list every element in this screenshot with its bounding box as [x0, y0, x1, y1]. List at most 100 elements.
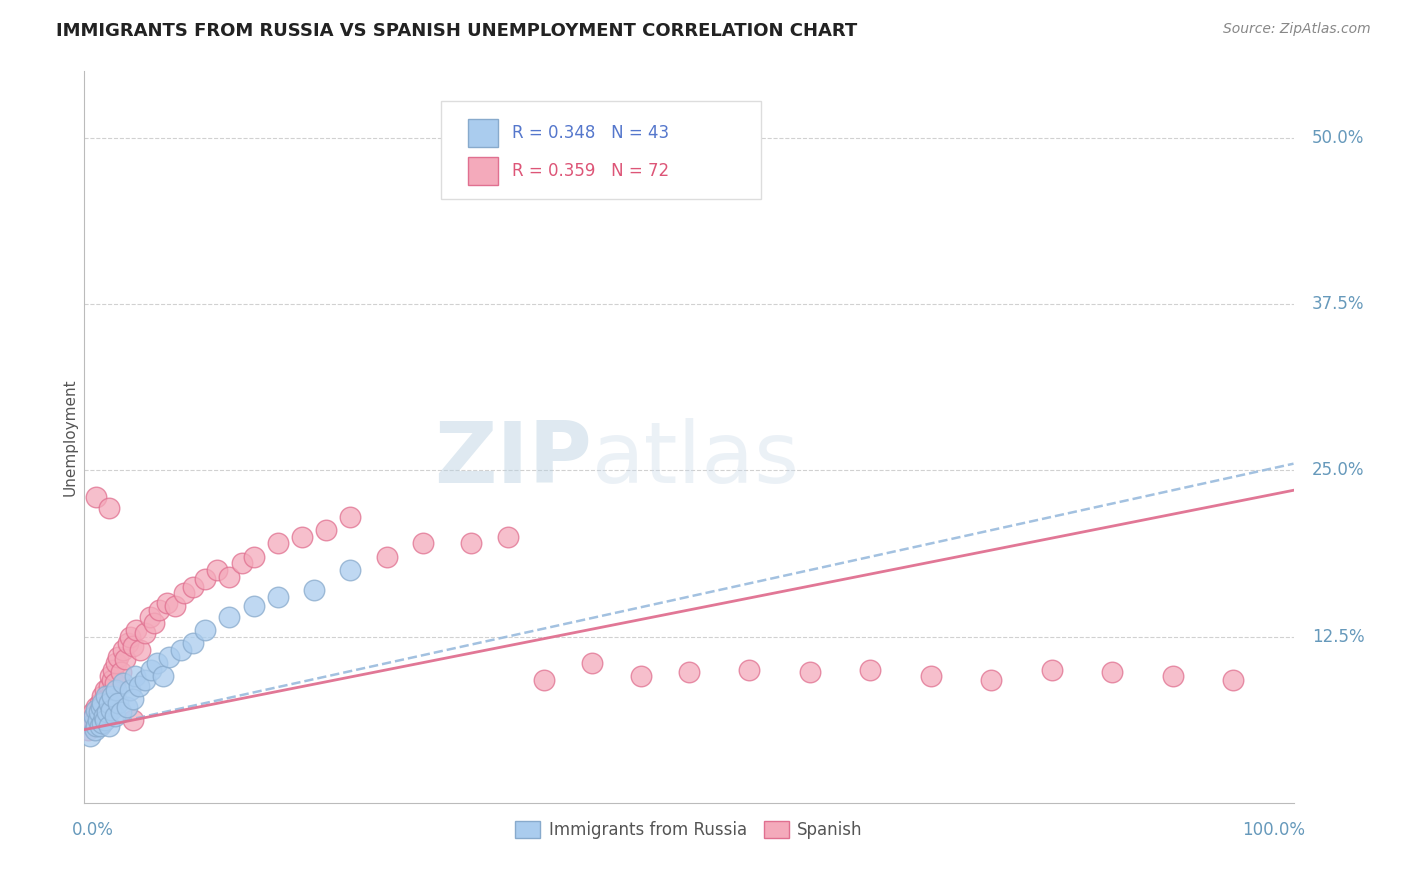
Text: 100.0%: 100.0%	[1243, 821, 1306, 839]
Point	[121, 714, 143, 728]
Point	[920, 669, 942, 683]
Point	[86, 714, 108, 728]
Point	[86, 719, 108, 733]
Point	[107, 649, 129, 664]
Point	[181, 636, 204, 650]
Point	[87, 706, 110, 720]
Point	[291, 530, 314, 544]
Point	[143, 616, 166, 631]
Point	[97, 696, 120, 710]
Point	[1161, 669, 1184, 683]
Point	[231, 557, 253, 571]
Text: 37.5%: 37.5%	[1312, 295, 1364, 313]
Text: atlas: atlas	[592, 417, 800, 500]
Point	[79, 729, 101, 743]
Bar	[468, 120, 498, 147]
Point	[115, 700, 138, 714]
Bar	[468, 157, 498, 185]
Point	[120, 682, 142, 697]
Point	[678, 665, 700, 680]
FancyBboxPatch shape	[441, 101, 762, 200]
Point	[96, 706, 118, 720]
Point	[80, 719, 103, 733]
Point	[124, 669, 146, 683]
Point	[94, 692, 117, 706]
Point	[82, 716, 104, 731]
Point	[533, 673, 555, 688]
Point	[630, 669, 652, 683]
Point	[101, 673, 124, 688]
Point	[1040, 663, 1063, 677]
Point	[107, 696, 129, 710]
Point	[496, 530, 519, 544]
Point	[139, 663, 162, 677]
Point	[97, 679, 120, 693]
Point	[125, 623, 148, 637]
Point	[138, 609, 160, 624]
Point	[1222, 673, 1244, 688]
Point	[96, 709, 118, 723]
Point	[98, 669, 121, 683]
Point	[110, 665, 132, 680]
Point	[1101, 665, 1123, 680]
Point	[412, 536, 434, 550]
Point	[110, 706, 132, 720]
Point	[91, 716, 114, 731]
Point	[181, 580, 204, 594]
Point	[146, 656, 169, 670]
Point	[460, 536, 482, 550]
Point	[90, 706, 112, 720]
Text: 25.0%: 25.0%	[1312, 461, 1364, 479]
Point	[112, 676, 135, 690]
Point	[134, 625, 156, 640]
Point	[134, 673, 156, 688]
Point	[799, 665, 821, 680]
Point	[87, 703, 110, 717]
Point	[104, 676, 127, 690]
Point	[104, 682, 127, 697]
Point	[148, 603, 170, 617]
Point	[375, 549, 398, 564]
Point	[97, 719, 120, 733]
Point	[339, 509, 361, 524]
Point	[83, 709, 105, 723]
Text: 50.0%: 50.0%	[1312, 128, 1364, 147]
Point	[104, 656, 127, 670]
Point	[91, 696, 114, 710]
Point	[496, 157, 519, 171]
Point	[93, 709, 115, 723]
Point	[581, 656, 603, 670]
Point	[97, 500, 120, 515]
Point	[859, 663, 882, 677]
Text: 12.5%: 12.5%	[1312, 628, 1364, 646]
Point	[79, 714, 101, 728]
Point	[242, 599, 264, 613]
Point	[94, 690, 117, 704]
Point	[100, 687, 122, 701]
Point	[194, 573, 217, 587]
Point	[267, 590, 290, 604]
Point	[86, 709, 108, 723]
Point	[101, 690, 124, 704]
Point	[980, 673, 1002, 688]
Point	[173, 585, 195, 599]
Point	[86, 700, 108, 714]
Point	[83, 709, 105, 723]
Point	[90, 700, 112, 714]
Point	[339, 563, 361, 577]
Text: R = 0.348   N = 43: R = 0.348 N = 43	[512, 124, 669, 142]
Point	[94, 682, 117, 697]
Point	[218, 609, 240, 624]
Point	[77, 723, 100, 737]
Point	[170, 643, 193, 657]
Point	[86, 703, 108, 717]
Point	[152, 669, 174, 683]
Point	[121, 639, 143, 653]
Point	[89, 719, 111, 733]
Point	[302, 582, 325, 597]
Point	[112, 643, 135, 657]
Point	[738, 663, 761, 677]
Point	[93, 700, 115, 714]
Point	[218, 570, 240, 584]
Point	[157, 649, 180, 664]
